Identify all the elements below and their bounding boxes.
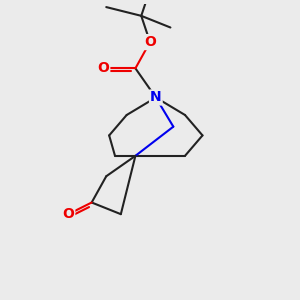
Text: O: O — [62, 207, 74, 221]
Text: O: O — [98, 61, 109, 75]
Text: O: O — [144, 35, 156, 49]
Text: N: N — [150, 91, 162, 104]
